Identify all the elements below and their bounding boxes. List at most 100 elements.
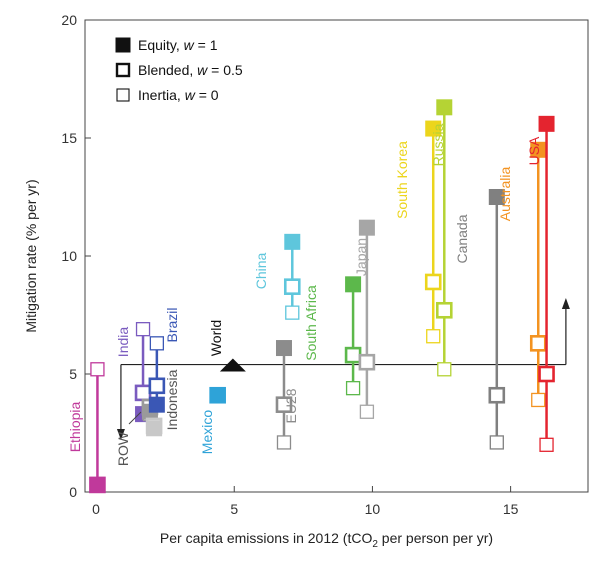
y-tick-label: 0 xyxy=(69,484,77,500)
legend-item: Equity, w = 1 xyxy=(115,37,218,53)
legend-label-text: Inertia, xyxy=(138,87,185,103)
series-label: Japan xyxy=(353,238,369,276)
y-axis-title: Mitigation rate (% per yr) xyxy=(23,179,39,332)
blended-marker xyxy=(283,278,301,295)
equity-marker xyxy=(148,396,165,413)
x-tick-label: 5 xyxy=(230,501,238,517)
blended-marker xyxy=(435,301,453,319)
legend-label: Blended, w = 0.5 xyxy=(138,62,243,78)
blended-marker xyxy=(358,353,376,371)
legend-thin-square-icon xyxy=(116,88,130,102)
arrow-down-icon xyxy=(116,429,125,440)
series-label: Mexico xyxy=(199,410,215,455)
series-layer: Ethiopia India ROW Brazil Indonesia Mexico EU2… xyxy=(67,99,555,494)
x-axis-title-part: Per capita emissions in 2012 (tCO xyxy=(160,530,373,546)
x-axis-title: Per capita emissions in 2012 (tCO2 per p… xyxy=(160,530,493,550)
x-tick-label: 15 xyxy=(503,501,519,517)
inertia-marker xyxy=(489,435,504,450)
series-japan: Japan xyxy=(353,219,376,419)
inertia-marker xyxy=(426,329,441,344)
series-canada: Canada xyxy=(454,189,506,450)
equity-marker xyxy=(89,476,106,493)
inertia-marker xyxy=(359,404,375,419)
legend-item: Inertia, w = 0 xyxy=(116,87,219,103)
series-label: Brazil xyxy=(164,307,180,342)
series-russia: Russia xyxy=(430,99,453,377)
y-tick-label: 5 xyxy=(69,366,77,382)
legend-filled-square-icon xyxy=(115,37,131,53)
equity-marker xyxy=(345,276,362,293)
blended-marker xyxy=(424,273,442,291)
blended-marker xyxy=(488,386,506,404)
legend-label-value: = 0 xyxy=(195,87,219,103)
inertia-marker xyxy=(285,305,300,320)
blended-marker xyxy=(344,346,362,364)
series-label: EU28 xyxy=(283,388,299,423)
legend-label-value: = 1 xyxy=(194,37,218,53)
equity-marker xyxy=(284,233,301,250)
axes: 0 5 10 15 0 5 10 15 20 xyxy=(61,12,518,517)
world-label: World xyxy=(208,320,224,356)
blended-marker xyxy=(148,377,166,395)
series-indonesia: Indonesia xyxy=(145,369,180,437)
series-ethiopia: Ethiopia xyxy=(67,362,106,494)
series-label: China xyxy=(253,253,269,290)
legend-label-var: w xyxy=(184,37,195,53)
y-tick-label: 20 xyxy=(61,12,77,28)
equity-marker xyxy=(425,120,442,137)
legend-item: Blended, w = 0.5 xyxy=(115,62,243,78)
equity-marker xyxy=(209,387,226,404)
series-south-africa: South Africa xyxy=(303,276,362,396)
series-label: Australia xyxy=(497,167,513,222)
series-label: South Korea xyxy=(394,141,410,219)
blended-marker xyxy=(275,396,293,413)
series-label: Ethiopia xyxy=(67,401,83,452)
inertia-marker xyxy=(135,322,151,337)
series-south-korea: South Korea xyxy=(394,120,442,344)
series-label: India xyxy=(115,327,131,358)
world-marker xyxy=(219,358,246,372)
x-axis-title-part: per person per yr) xyxy=(378,530,493,546)
series-label: Indonesia xyxy=(164,369,180,430)
series-mexico: Mexico xyxy=(199,386,226,455)
series-brazil: Brazil xyxy=(148,307,180,413)
inertia-marker xyxy=(149,336,165,351)
series-label: Russia xyxy=(430,123,446,166)
equity-marker xyxy=(358,219,375,236)
series-label: ROW xyxy=(115,431,131,466)
series-label: South Africa xyxy=(303,285,319,361)
row-pointer-line xyxy=(128,411,142,425)
x-tick-label: 10 xyxy=(365,501,381,517)
inertia-marker xyxy=(539,437,554,452)
legend-label-var: w xyxy=(197,62,208,78)
series-australia: Australia xyxy=(497,141,547,408)
legend-label-var: w xyxy=(185,87,196,103)
inertia-marker xyxy=(90,362,105,377)
legend-label: Inertia, w = 0 xyxy=(138,87,219,103)
legend-label: Equity, w = 1 xyxy=(138,37,218,53)
y-tick-label: 15 xyxy=(61,130,77,146)
blended-marker xyxy=(134,384,152,402)
series-usa: USA xyxy=(526,115,555,452)
series-label: USA xyxy=(526,136,542,165)
inertia-marker xyxy=(276,435,292,450)
blended-marker xyxy=(529,335,547,352)
legend-thick-square-icon xyxy=(115,62,131,78)
reference-line-group xyxy=(116,298,570,440)
series-china: China xyxy=(253,233,301,320)
equity-marker xyxy=(538,115,555,132)
blended-marker xyxy=(538,365,555,383)
arrow-up-icon xyxy=(561,298,570,309)
x-tick-label: 0 xyxy=(92,501,100,517)
series-eu28: EU28 xyxy=(275,340,299,450)
legend-label-text: Blended, xyxy=(138,62,197,78)
inertia-marker xyxy=(345,381,361,396)
equity-marker xyxy=(488,189,505,205)
y-tick-label: 10 xyxy=(61,248,77,264)
legend-label-value: = 0.5 xyxy=(207,62,243,78)
equity-marker xyxy=(436,99,453,116)
inertia-marker xyxy=(531,392,546,408)
legend-label-text: Equity, xyxy=(138,37,184,53)
inertia-marker xyxy=(437,362,452,377)
